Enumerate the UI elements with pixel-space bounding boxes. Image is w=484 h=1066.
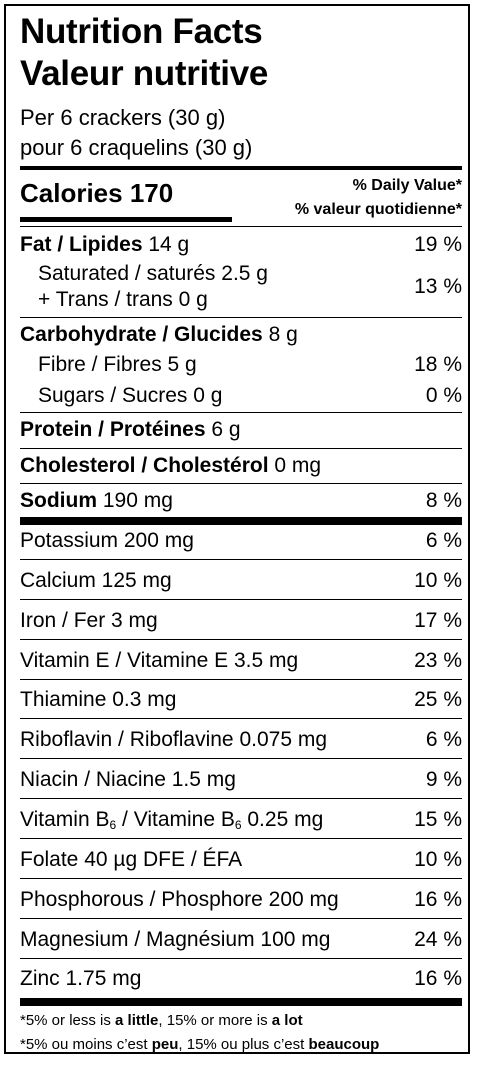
nutrient-label: Iron / Fer 3 mg [20,609,158,632]
nutrient-dv: 16 % [414,967,462,990]
protein-label: Protein / Protéines [20,418,206,441]
divider [20,679,462,680]
divider [20,483,462,484]
calories-underline [20,217,232,222]
nutrient-dv: 10 % [414,848,462,871]
divider [20,639,462,640]
title-french: Valeur nutritive [20,54,269,93]
serving-size-french: pour 6 craquelins (30 g) [20,135,253,160]
fat-label: Fat / Lipides [20,233,143,256]
serving-size-english: Per 6 crackers (30 g) [20,105,226,130]
heavy-divider [20,517,462,525]
divider [20,958,462,959]
nutrient-dv: 24 % [414,928,462,951]
divider [20,599,462,600]
calories-value: 170 [129,178,174,208]
nutrient-label: Vitamin E / Vitamine E 3.5 mg [20,649,299,672]
fibre-dv: 18 % [414,353,462,376]
divider [20,317,462,318]
nutrition-facts-panel: Nutrition Facts Valeur nutritive Per 6 c… [4,4,470,1054]
nutrient-dv: 6 % [425,728,462,751]
calories-line: Calories 170 [20,178,173,209]
fibre-amount: 5 g [167,353,197,376]
divider [20,448,462,449]
divider [20,878,462,879]
divider [20,838,462,839]
carbohydrate-label: Carbohydrate / Glucides [20,323,263,346]
divider [20,918,462,919]
nutrient-dv: 9 % [425,768,462,791]
fat-amount: 14 g [148,233,190,256]
divider [20,559,462,560]
sugars-label: Sugars / Sucres [38,384,188,407]
nutrient-label: Magnesium / Magnésium 100 mg [20,928,331,951]
top-divider [20,166,462,170]
nutrient-label: Phosphorous / Phosphore 200 mg [20,888,339,911]
nutrient-label: Calcium 125 mg [20,569,172,592]
divider [20,412,462,413]
sat-trans-dv: 13 % [414,275,462,298]
nutrient-label: Thiamine 0.3 mg [20,688,177,711]
fibre-label: Fibre / Fibres [38,353,162,376]
protein-amount: 6 g [211,418,241,441]
nutrient-dv: 15 % [414,808,462,831]
nutrient-dv: 25 % [414,688,462,711]
nutrient-dv: 16 % [414,888,462,911]
sodium-label: Sodium [20,489,97,512]
daily-value-header-french: % valeur quotidienne* [294,201,462,218]
nutrient-dv: 23 % [414,649,462,672]
trans-amount: 0 g [178,288,208,311]
nutrient-dv: 6 % [425,529,462,552]
divider [20,718,462,719]
sugars-amount: 0 g [193,384,223,407]
calories-label: Calories [20,178,123,208]
nutrient-label: Riboflavin / Riboflavine 0.075 mg [20,728,328,751]
nutrient-dv: 10 % [414,569,462,592]
sodium-dv: 8 % [425,489,462,512]
daily-value-header-english: % Daily Value* [352,177,462,194]
cholesterol-label: Cholesterol / Cholestérol [20,454,269,477]
sodium-amount: 190 mg [102,489,173,512]
footnote-english: *5% or less is a little, 15% or more is … [20,1012,303,1029]
carbohydrate-amount: 8 g [268,323,298,346]
footnote-divider [20,998,462,1006]
saturated-amount: 2.5 g [221,262,268,285]
nutrient-label: Folate 40 µg DFE / ÉFA [20,848,243,871]
divider [20,798,462,799]
nutrient-label: Niacin / Niacine 1.5 mg [20,768,236,791]
nutrient-label: Zinc 1.75 mg [20,967,142,990]
trans-label: + Trans / trans [38,288,173,311]
nutrient-label: Potassium 200 mg [20,529,194,552]
nutrient-label: Vitamin B6 / Vitamine B6 0.25 mg [20,808,324,832]
sugars-dv: 0 % [425,384,462,407]
divider [20,226,462,227]
saturated-label: Saturated / saturés [38,262,216,285]
fat-dv: 19 % [414,233,462,256]
nutrient-dv: 17 % [414,609,462,632]
title-english: Nutrition Facts [20,12,263,51]
footnote-french: *5% ou moins c’est peu, 15% ou plus c’es… [20,1036,380,1053]
divider [20,758,462,759]
cholesterol-amount: 0 mg [274,454,322,477]
